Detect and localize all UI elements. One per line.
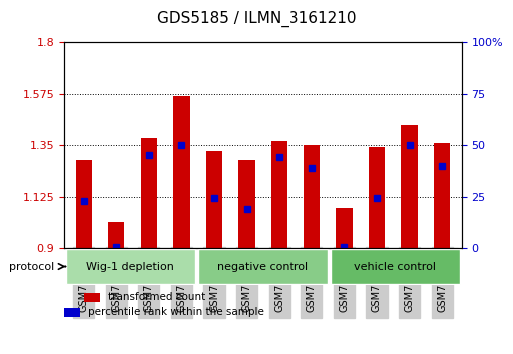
Bar (64, 308, 80, 316)
Bar (239, 160, 255, 248)
Bar (206, 151, 222, 248)
Bar (304, 145, 320, 248)
Bar (271, 141, 287, 248)
Bar (336, 208, 352, 248)
Text: GDS5185 / ILMN_3161210: GDS5185 / ILMN_3161210 (157, 11, 356, 27)
FancyBboxPatch shape (66, 249, 195, 284)
Text: protocol: protocol (9, 262, 54, 272)
Text: percentile rank within the sample: percentile rank within the sample (88, 307, 264, 317)
Text: negative control: negative control (218, 262, 308, 272)
Text: transformed count: transformed count (108, 292, 205, 302)
Bar (108, 222, 125, 248)
FancyBboxPatch shape (199, 249, 327, 284)
Bar (369, 148, 385, 248)
Bar (401, 125, 418, 248)
Bar (141, 138, 157, 248)
Bar (434, 143, 450, 248)
FancyBboxPatch shape (331, 249, 460, 284)
Bar (75, 160, 92, 248)
Bar (173, 96, 190, 248)
Text: vehicle control: vehicle control (354, 262, 437, 272)
Text: Wig-1 depletion: Wig-1 depletion (87, 262, 174, 272)
Bar (84, 293, 100, 302)
